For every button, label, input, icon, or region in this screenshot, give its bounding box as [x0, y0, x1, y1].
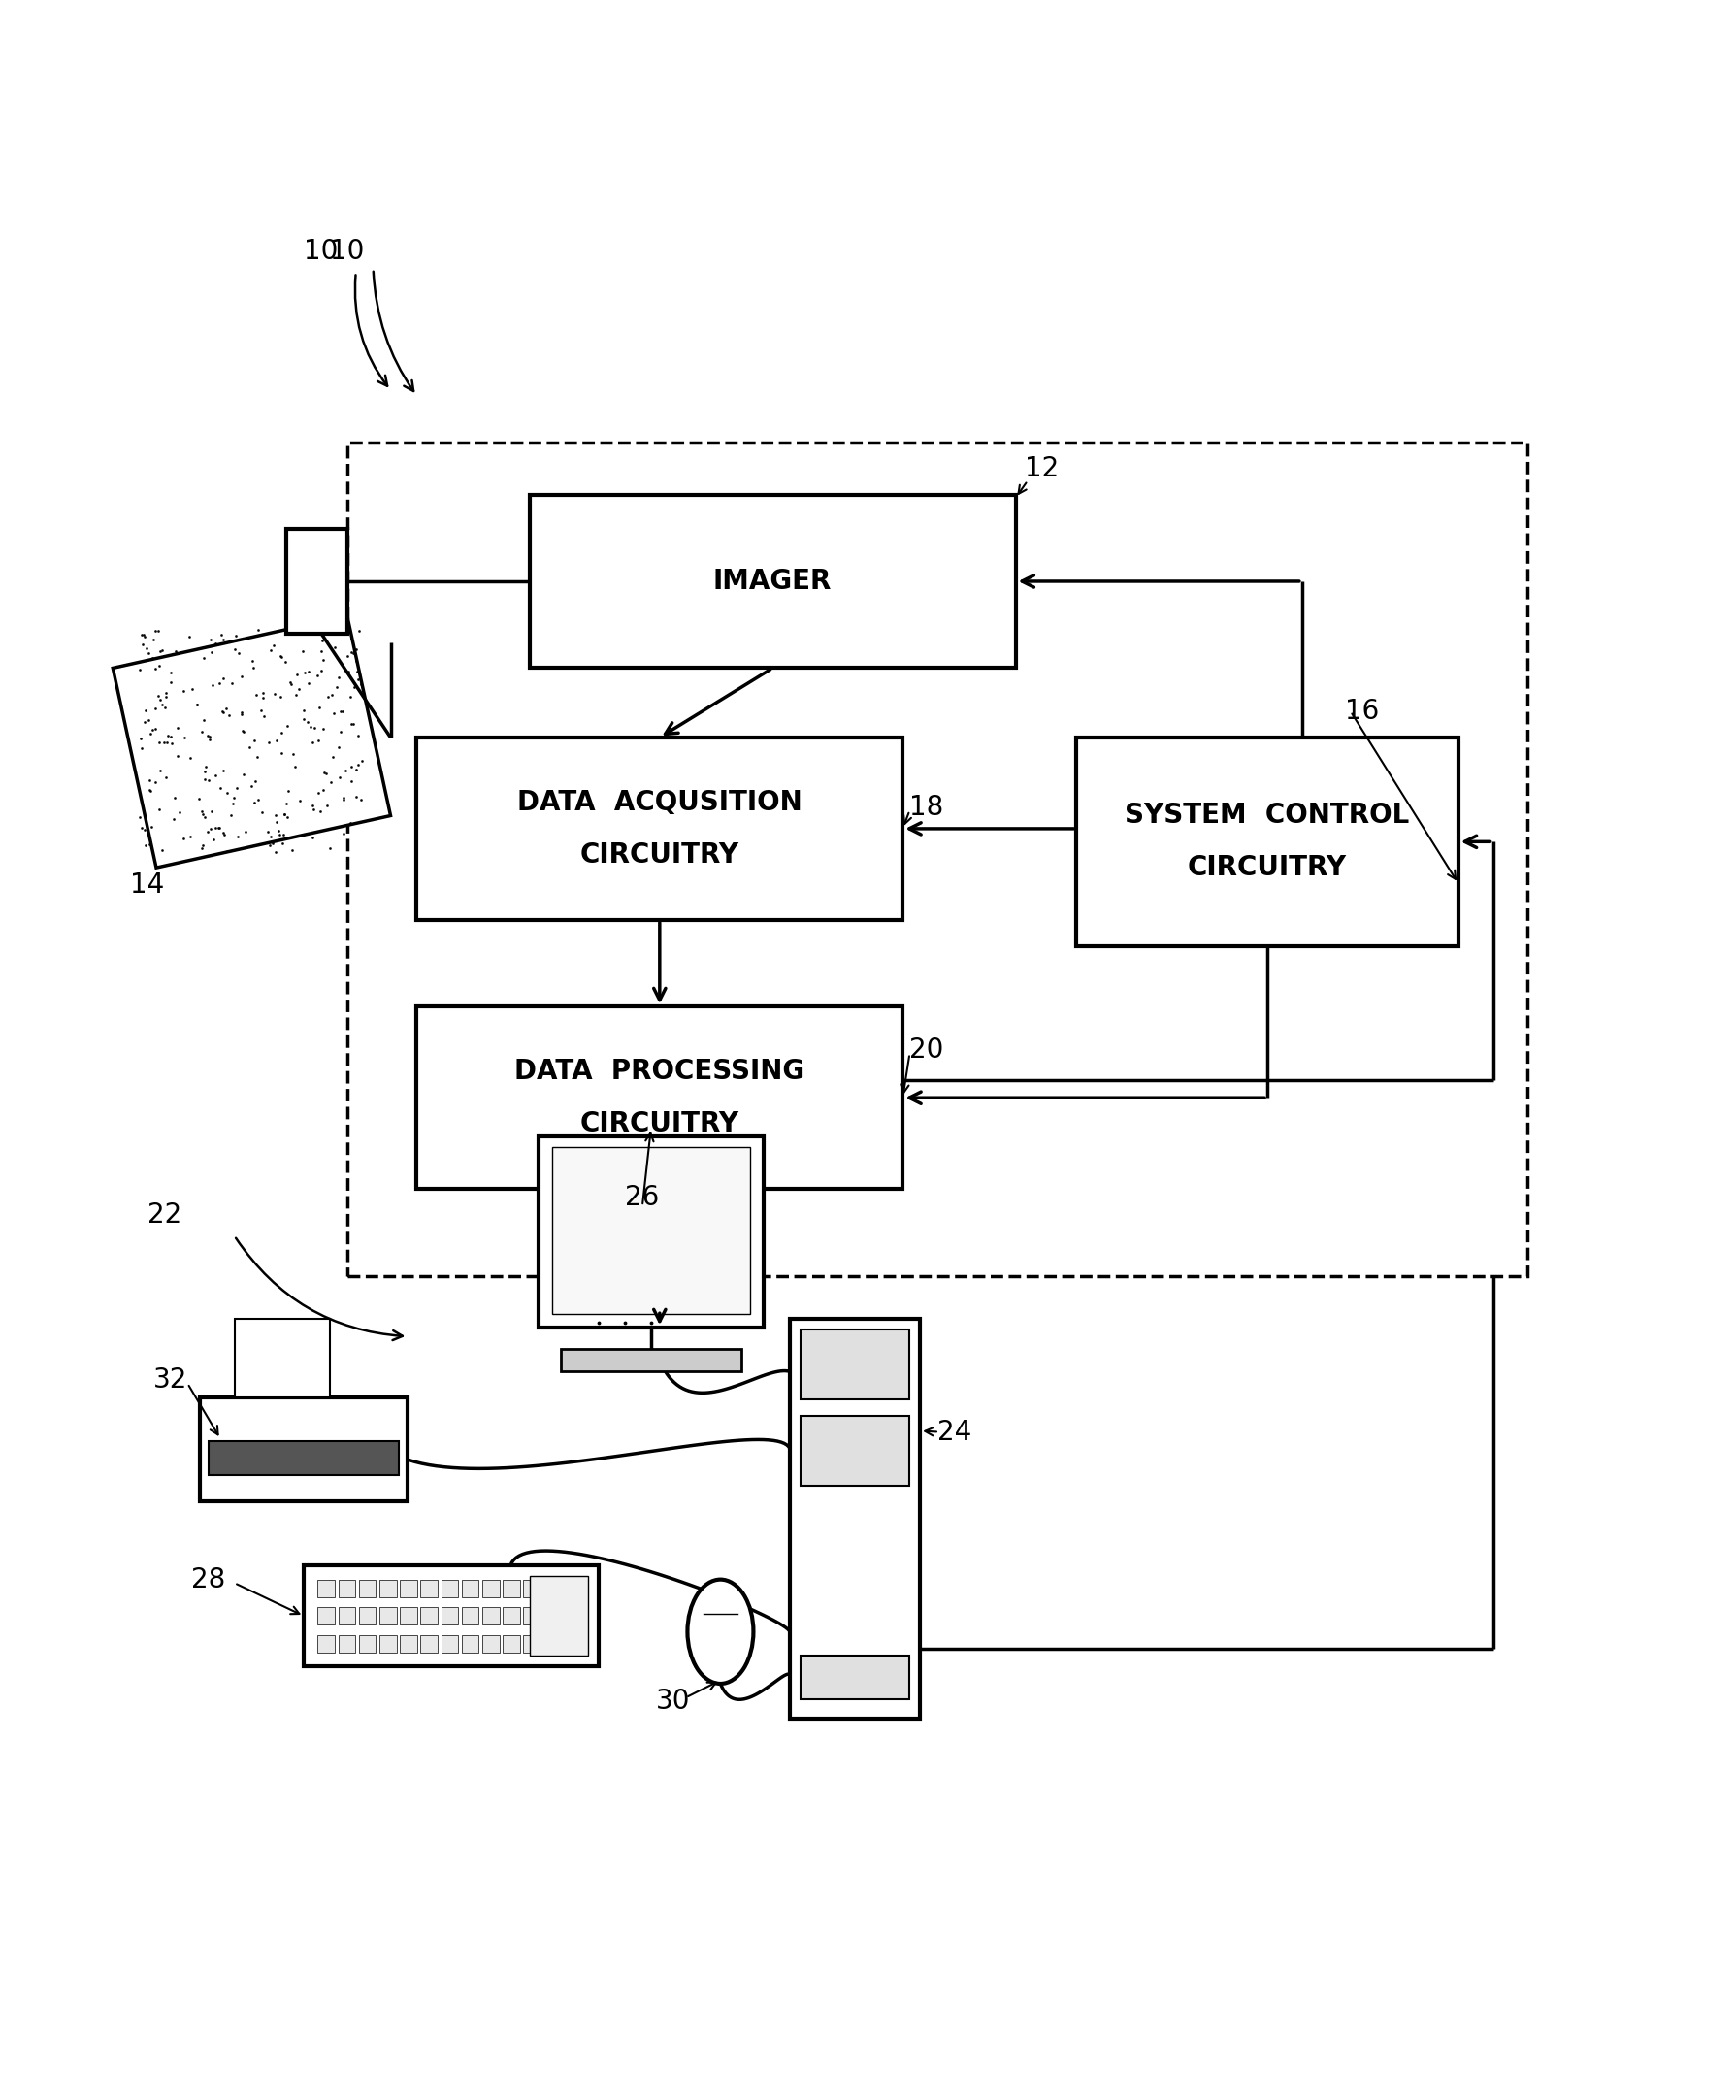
Bar — [359, 1579, 377, 1596]
Text: 20: 20 — [910, 1037, 944, 1063]
Bar — [441, 1606, 458, 1625]
Bar — [543, 1636, 561, 1653]
Bar — [380, 1579, 396, 1596]
Text: 30: 30 — [656, 1688, 691, 1714]
Bar — [564, 1579, 582, 1596]
Bar — [503, 1579, 519, 1596]
Bar — [304, 1567, 599, 1665]
Bar — [399, 1606, 417, 1625]
Text: 24: 24 — [937, 1418, 972, 1445]
Bar — [483, 1606, 500, 1625]
Bar — [503, 1636, 519, 1653]
Text: CIRCUITRY: CIRCUITRY — [580, 842, 740, 867]
Bar — [483, 1636, 500, 1653]
Polygon shape — [113, 615, 391, 867]
Bar — [529, 1575, 589, 1657]
Bar — [800, 1329, 910, 1399]
Bar — [529, 493, 1016, 668]
Bar — [523, 1579, 540, 1596]
Bar — [564, 1606, 582, 1625]
Bar — [800, 1415, 910, 1487]
Bar — [359, 1636, 377, 1653]
Bar — [339, 1579, 356, 1596]
Bar — [417, 1006, 903, 1189]
Bar — [318, 1636, 335, 1653]
Text: 26: 26 — [625, 1184, 660, 1212]
Bar — [359, 1606, 377, 1625]
Text: 16: 16 — [1345, 697, 1380, 724]
Bar — [523, 1636, 540, 1653]
Bar — [200, 1396, 408, 1502]
Text: DATA  ACQUSITION: DATA ACQUSITION — [517, 790, 802, 817]
Bar — [318, 1579, 335, 1596]
Bar — [800, 1657, 910, 1699]
Bar — [380, 1636, 396, 1653]
Bar — [543, 1579, 561, 1596]
Text: 28: 28 — [191, 1567, 226, 1594]
Bar — [399, 1636, 417, 1653]
Bar — [441, 1579, 458, 1596]
Text: SYSTEM  CONTROL: SYSTEM CONTROL — [1125, 802, 1410, 830]
Text: DATA  PROCESSING: DATA PROCESSING — [514, 1058, 806, 1086]
Bar — [462, 1606, 479, 1625]
Bar — [286, 529, 347, 634]
Bar — [208, 1441, 399, 1476]
Bar — [538, 1136, 764, 1327]
Text: 18: 18 — [910, 794, 944, 821]
Bar — [462, 1579, 479, 1596]
Bar — [420, 1579, 437, 1596]
Bar — [503, 1606, 519, 1625]
Bar — [234, 1319, 330, 1396]
Bar — [417, 737, 903, 920]
Bar — [483, 1579, 500, 1596]
Bar — [399, 1579, 417, 1596]
Bar — [561, 1348, 741, 1371]
Text: IMAGER: IMAGER — [713, 567, 832, 594]
Bar — [318, 1606, 335, 1625]
Bar — [441, 1636, 458, 1653]
Bar — [420, 1636, 437, 1653]
Bar — [552, 1147, 750, 1315]
Bar — [543, 1606, 561, 1625]
Bar — [462, 1636, 479, 1653]
Text: 12: 12 — [1024, 456, 1059, 483]
Text: 22: 22 — [148, 1201, 182, 1228]
Bar — [564, 1636, 582, 1653]
Ellipse shape — [687, 1579, 753, 1684]
Bar — [790, 1319, 920, 1718]
Bar — [1076, 737, 1458, 945]
Text: 10: 10 — [330, 237, 365, 265]
Bar — [339, 1606, 356, 1625]
Bar — [339, 1636, 356, 1653]
Bar — [523, 1606, 540, 1625]
Bar — [380, 1606, 396, 1625]
Text: CIRCUITRY: CIRCUITRY — [1187, 855, 1347, 882]
Text: 14: 14 — [130, 871, 165, 899]
Bar — [347, 443, 1528, 1275]
Text: 10: 10 — [304, 237, 339, 265]
Bar — [420, 1606, 437, 1625]
Text: 32: 32 — [153, 1367, 187, 1394]
Text: CIRCUITRY: CIRCUITRY — [580, 1111, 740, 1138]
